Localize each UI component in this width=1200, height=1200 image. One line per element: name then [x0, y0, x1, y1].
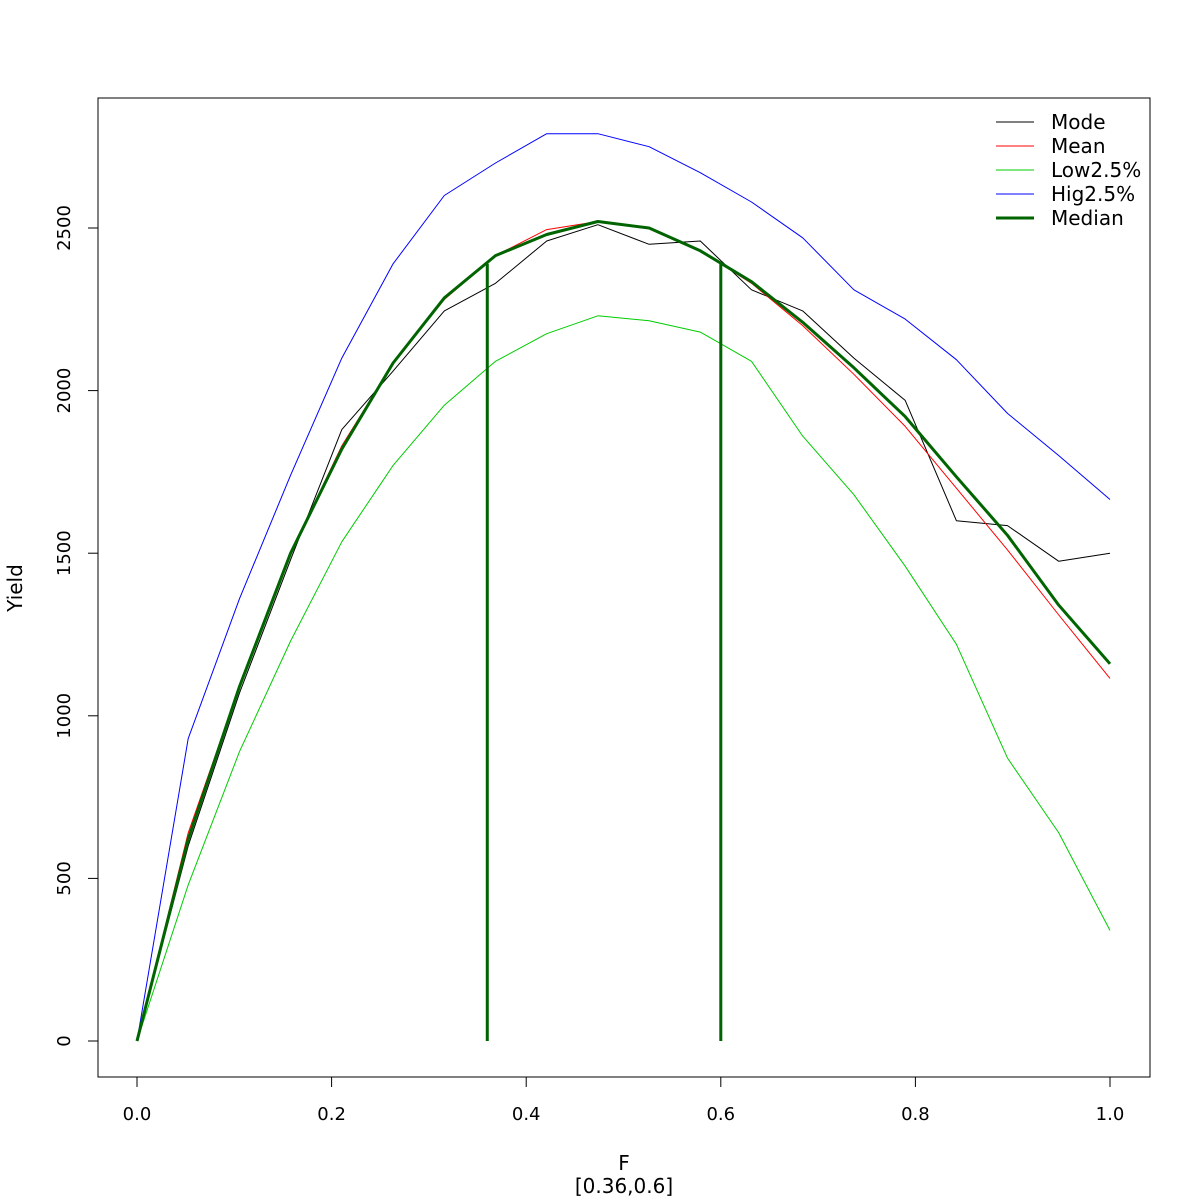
series-line-hig2-5-	[136, 133, 1111, 1042]
y-tick-label: 1500	[54, 530, 75, 576]
legend-label: Mean	[1051, 134, 1106, 158]
y-tick-label: 500	[54, 861, 75, 895]
x-axis: 0.0 0.2 0.4 0.6 0.8 1.0	[123, 1076, 1125, 1125]
x-tick-label: 0.0	[123, 1104, 152, 1125]
series-line-median	[135, 220, 1112, 1042]
x-axis-title: F	[618, 1151, 630, 1175]
legend-label: Mode	[1051, 110, 1106, 134]
y-tick-label: 0	[54, 1035, 75, 1046]
y-axis-title: Yield	[3, 564, 27, 613]
series-layer	[135, 133, 1112, 1042]
x-tick-label: 0.4	[512, 1104, 541, 1125]
plot-frame	[97, 97, 1151, 1078]
x-tick-label: 0.6	[706, 1104, 735, 1125]
legend-label: Hig2.5%	[1051, 182, 1135, 206]
vline-layer	[485, 262, 723, 1041]
series-line-mean	[136, 221, 1111, 1042]
y-axis: 0 500 1000 1500 2000 2500	[54, 205, 99, 1047]
y-tick-label: 2000	[54, 368, 75, 414]
x-axis-subtitle: [0.36,0.6]	[575, 1174, 673, 1198]
y-tick-label: 2500	[54, 205, 75, 251]
series-line-mode	[136, 224, 1111, 1042]
series-line-low2-5-	[136, 315, 1111, 1042]
legend-label: Median	[1051, 206, 1124, 230]
y-tick-label: 1000	[54, 693, 75, 739]
x-tick-label: 0.2	[317, 1104, 346, 1125]
legend-label: Low2.5%	[1051, 158, 1141, 182]
x-tick-label: 0.8	[901, 1104, 930, 1125]
x-tick-label: 1.0	[1096, 1104, 1125, 1125]
